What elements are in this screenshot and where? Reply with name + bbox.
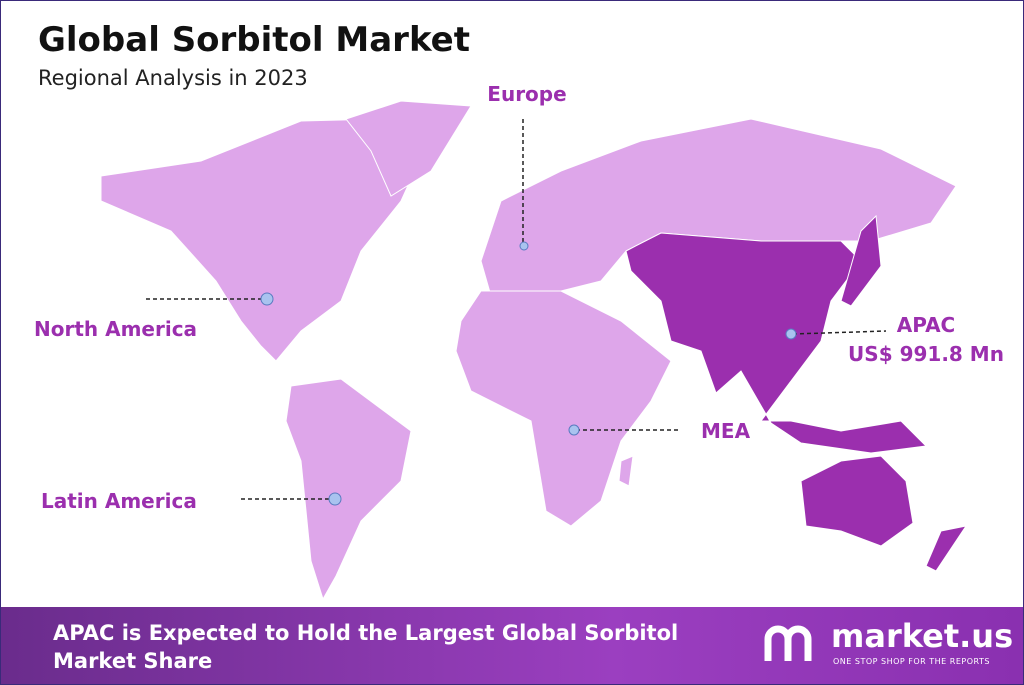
footer-banner: APAC is Expected to Hold the Largest Glo… bbox=[1, 607, 1023, 684]
region-label: APAC bbox=[897, 313, 955, 337]
leader-lines bbox=[146, 119, 887, 500]
region-label: MEA bbox=[701, 419, 751, 443]
markers bbox=[260, 241, 797, 506]
region-value: US$ 991.8 Mn bbox=[848, 342, 1004, 366]
map: Global Sorbitol Market Regional Analysis… bbox=[34, 20, 1004, 601]
apac-region bbox=[625, 214, 968, 572]
headline: APAC is Expected to Hold the Largest Glo… bbox=[53, 621, 679, 673]
region-label: Latin America bbox=[41, 489, 197, 513]
logo-icon bbox=[764, 625, 812, 661]
region-label: North America bbox=[34, 317, 197, 341]
continents bbox=[100, 100, 957, 601]
region-label: Europe bbox=[487, 82, 566, 106]
title: Global Sorbitol Market bbox=[38, 20, 470, 60]
tagline: ONE STOP SHOP FOR THE REPORTS bbox=[833, 657, 990, 666]
subtitle: Regional Analysis in 2023 bbox=[38, 66, 308, 90]
brand: market.us bbox=[831, 617, 1014, 655]
